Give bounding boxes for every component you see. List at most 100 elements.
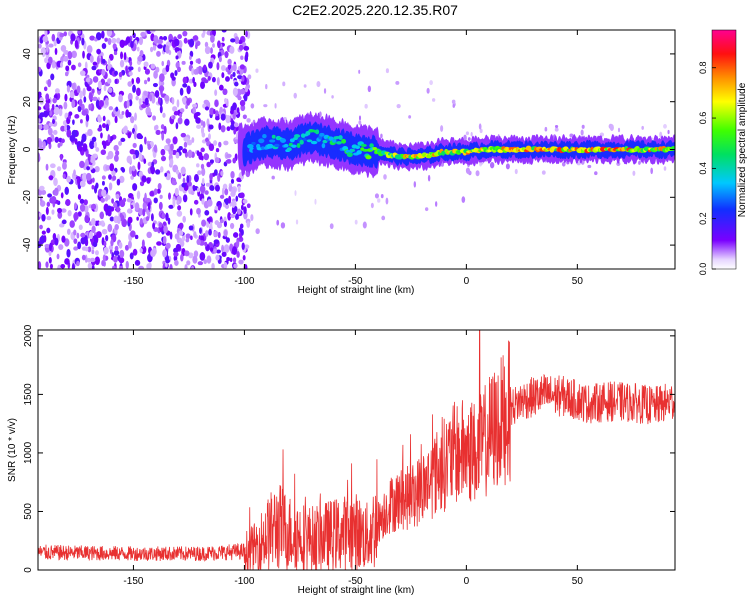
heatmap-cell (49, 163, 56, 169)
heatmap-cell (383, 174, 387, 180)
heatmap-cell (180, 253, 184, 262)
heatmap-cell (150, 46, 154, 53)
heatmap-cell (91, 65, 97, 71)
heatmap-cell (174, 187, 179, 197)
heatmap-cell (199, 227, 202, 234)
heatmap-cell (68, 111, 73, 116)
heatmap-cell (209, 47, 213, 54)
heatmap-cell (223, 244, 230, 253)
heatmap-cell (221, 187, 225, 196)
heatmap-cell (66, 85, 70, 93)
heatmap-cell (165, 258, 170, 264)
heatmap-cell (250, 214, 254, 222)
heatmap-cell (98, 220, 102, 226)
heatmap-cell (161, 212, 166, 220)
heatmap-cell (53, 177, 58, 187)
heatmap-cell (85, 77, 91, 83)
heatmap-cell (60, 153, 63, 161)
heatmap-cell (367, 85, 372, 93)
heatmap-cell (554, 124, 559, 129)
heatmap-cell (104, 196, 109, 202)
heatmap-cell (73, 169, 76, 177)
heatmap-cell (61, 219, 67, 225)
top-x-axis: -150 -100 -50 0 50 (123, 30, 583, 287)
bottom-y-tick-label: 1500 (23, 383, 34, 406)
heatmap-cell (181, 96, 187, 104)
heatmap-cell (155, 129, 161, 136)
heatmap-cell (67, 59, 72, 66)
heatmap-cell (147, 202, 151, 211)
colorbar-tick-label: 0.2 (698, 212, 708, 225)
heatmap-cell (38, 124, 43, 130)
heatmap-cell (168, 192, 171, 200)
heatmap-cell (187, 149, 193, 159)
heatmap-cell (227, 58, 232, 65)
heatmap-cell (226, 126, 231, 132)
heatmap-cell (233, 122, 239, 128)
heatmap-cell (231, 120, 235, 126)
heatmap-cell (225, 237, 230, 243)
heatmap-cell (149, 190, 155, 197)
heatmap-cell (332, 139, 337, 143)
heatmap-cell (221, 72, 225, 79)
heatmap-cell (51, 103, 55, 111)
heatmap-cell (252, 148, 258, 154)
heatmap-cell (109, 216, 115, 222)
heatmap-cell (246, 118, 251, 123)
heatmap-cell (282, 81, 286, 87)
heatmap-cell (101, 228, 108, 235)
heatmap-cell (82, 50, 85, 59)
heatmap-cell (89, 257, 96, 263)
heatmap-cell (116, 37, 121, 44)
heatmap-cell (240, 55, 244, 60)
heatmap-cell (93, 141, 98, 149)
bottom-x-tick-label: -50 (348, 576, 363, 587)
heatmap-cell (79, 90, 83, 99)
heatmap-cell (101, 180, 105, 186)
heatmap-cell (246, 203, 251, 209)
heatmap-cell (73, 238, 78, 244)
heatmap-cell (47, 127, 53, 136)
heatmap-cell (222, 88, 228, 96)
heatmap-cell (86, 86, 92, 92)
heatmap-cell (50, 196, 57, 204)
top-x-axis-label: Height of straight line (km) (298, 285, 415, 296)
heatmap-cell (429, 80, 433, 86)
heatmap-cell (237, 95, 242, 101)
heatmap-cell (215, 254, 220, 261)
heatmap-cell (101, 43, 107, 49)
heatmap-cell (48, 175, 54, 181)
heatmap-cell (150, 213, 154, 222)
heatmap-cell (594, 171, 598, 176)
heatmap-cell (61, 138, 65, 144)
heatmap-cell (88, 92, 93, 101)
heatmap-cell (396, 104, 401, 109)
heatmap-cell (122, 197, 127, 203)
heatmap-cell (91, 136, 97, 142)
colorbar-tick-label: 0.4 (698, 162, 708, 175)
heatmap-cell (236, 251, 240, 258)
heatmap-cell (223, 261, 228, 269)
heatmap-cell (141, 239, 145, 249)
heatmap-cell (211, 185, 215, 191)
heatmap-cell (177, 34, 182, 40)
heatmap-cell (92, 76, 99, 83)
heatmap-cell (434, 201, 438, 207)
heatmap-cell (38, 261, 42, 269)
heatmap-cell (150, 249, 156, 258)
bottom-plot-frame (37, 329, 676, 571)
heatmap-cell (267, 143, 274, 149)
heatmap-cell (42, 140, 46, 149)
top-y-tick-label: -20 (22, 190, 33, 205)
heatmap-cell (180, 132, 187, 138)
heatmap-cell (158, 222, 163, 228)
heatmap-cell (54, 88, 60, 94)
heatmap-cell (128, 66, 134, 71)
heatmap-cell (127, 111, 132, 118)
heatmap-cell (179, 108, 185, 113)
heatmap-cell (81, 103, 85, 111)
heatmap-cell (63, 55, 69, 62)
heatmap-cell (71, 64, 76, 71)
heatmap-cell (156, 50, 161, 57)
heatmap-cell (126, 197, 133, 203)
